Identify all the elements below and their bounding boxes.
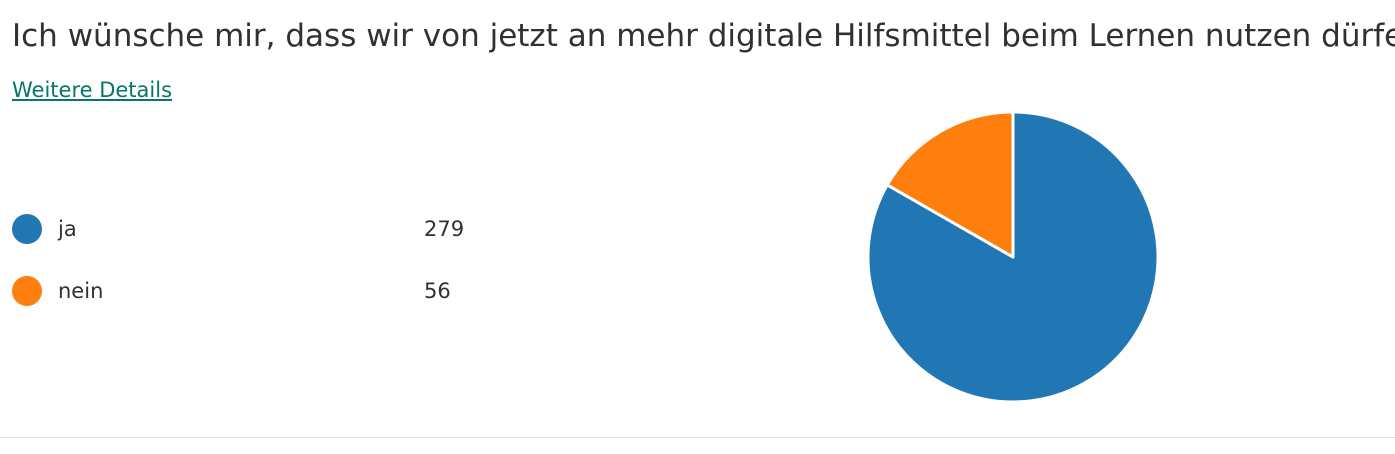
question-title: Ich wünsche mir, dass wir von jetzt an m… bbox=[12, 18, 1395, 54]
legend-dot-ja bbox=[12, 214, 42, 244]
details-link[interactable]: Weitere Details bbox=[12, 78, 173, 102]
legend-item-ja: ja 279 bbox=[12, 210, 492, 272]
legend-label: nein bbox=[58, 279, 104, 303]
pie-chart-svg bbox=[866, 110, 1160, 404]
legend-dot-nein bbox=[12, 276, 42, 306]
legend: ja 279 nein 56 bbox=[12, 210, 492, 334]
pie-chart bbox=[866, 110, 1160, 404]
legend-count: 279 bbox=[424, 217, 465, 241]
legend-label: ja bbox=[58, 217, 77, 241]
legend-count: 56 bbox=[424, 279, 451, 303]
divider bbox=[0, 437, 1395, 438]
pie-slice-nein[interactable] bbox=[885, 110, 1015, 259]
legend-item-nein: nein 56 bbox=[12, 272, 492, 334]
